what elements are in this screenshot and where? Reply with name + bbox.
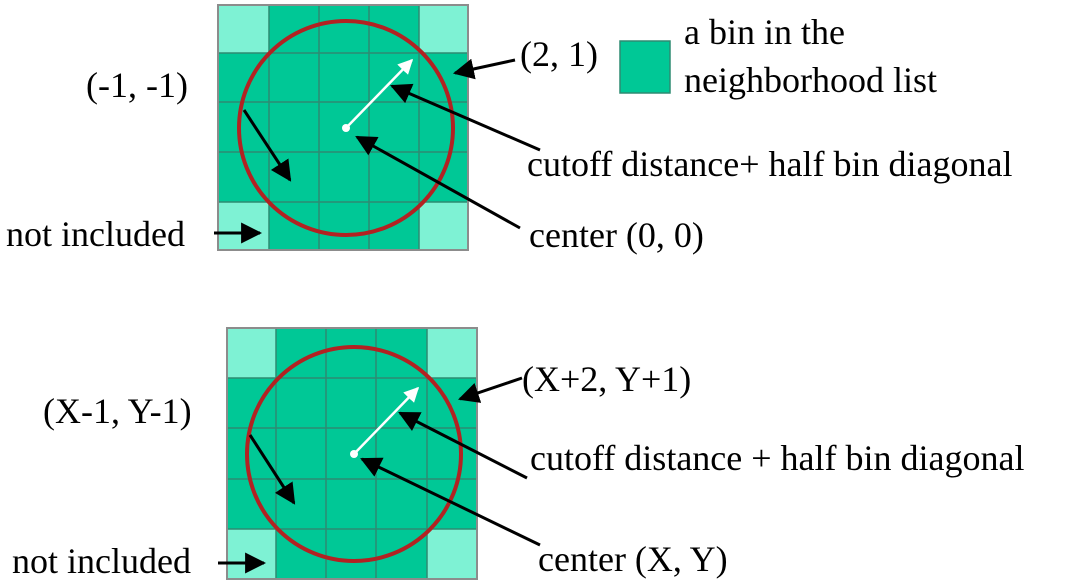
- bottom-radius-arrow: [353, 386, 420, 455]
- bottom-center-arrow: [360, 457, 541, 547]
- legend-swatch: [619, 40, 671, 94]
- bottom-excluded-label: not included: [12, 541, 191, 581]
- legend-line-2: neighborhood list: [684, 60, 937, 100]
- bottom-radius-pointer-arrow: [398, 411, 528, 480]
- top-excluded-label: not included: [6, 214, 185, 254]
- bottom-cutoff-circle: [245, 345, 463, 563]
- bottom-excluded-bin: [427, 529, 477, 579]
- bottom-excluded-bin: [427, 328, 477, 378]
- top-far-arrow: [452, 58, 516, 80]
- top-radius-label: cutoff distance+ half bin diagonal: [527, 144, 1013, 184]
- bottom-far-label: (X+2, Y+1): [522, 359, 691, 399]
- top-cutoff-circle: [237, 19, 455, 237]
- bottom-radius-label: cutoff distance + half bin diagonal: [530, 438, 1025, 478]
- top-radius-arrow: [345, 58, 414, 129]
- top-center-arrow: [355, 135, 521, 230]
- top-excluded-bin: [419, 5, 468, 53]
- top-excluded-bin: [218, 202, 269, 250]
- top-center-label: center (0, 0): [529, 215, 704, 255]
- bottom-excluded-bin: [227, 328, 276, 378]
- top-excluded-bin: [218, 5, 269, 53]
- top-corner-arrow: [242, 109, 292, 182]
- bottom-excluded-bin: [227, 529, 276, 579]
- top-corner-label: (-1, -1): [86, 65, 188, 105]
- legend-line-1: a bin in the: [684, 12, 845, 52]
- bottom-corner-arrow: [248, 434, 296, 505]
- bottom-far-arrow: [458, 376, 523, 403]
- bottom-grid-lines: [227, 328, 477, 579]
- legend: a bin in the neighborhood list: [619, 12, 937, 100]
- bottom-center-label: center (X, Y): [538, 539, 728, 579]
- top-excluded-bin: [419, 202, 468, 250]
- top-radius-pointer-arrow: [390, 83, 541, 152]
- top-far-label: (2, 1): [520, 34, 598, 74]
- bottom-corner-label: (X-1, Y-1): [43, 391, 192, 431]
- top-grid-lines: [218, 5, 468, 250]
- top-bin-grid: [217, 4, 469, 251]
- top-grid-border: [217, 4, 469, 251]
